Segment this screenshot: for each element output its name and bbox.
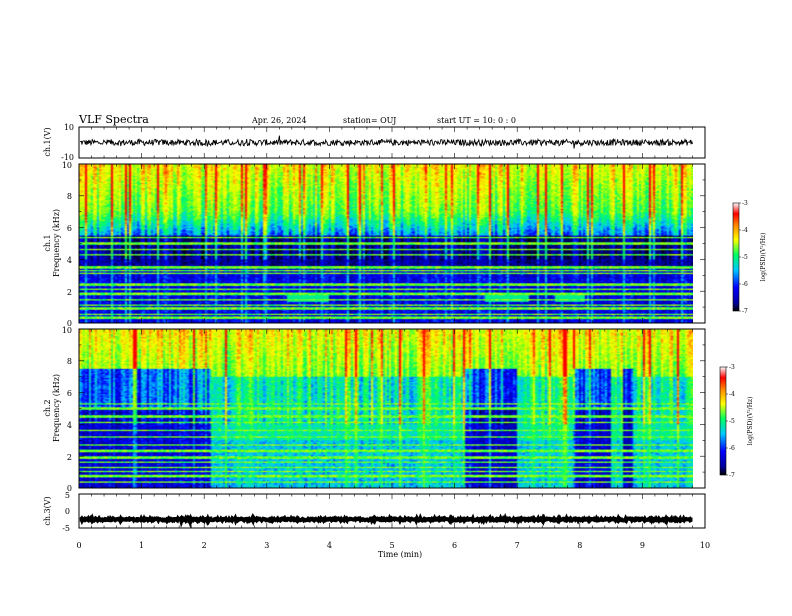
ch1-spec-ylabel-frequency: Frequency (kHz) <box>52 209 61 277</box>
x-tick-4: 4 <box>327 541 332 550</box>
ch2-spectrogram-image <box>79 329 693 488</box>
x-tick-1: 1 <box>139 541 144 550</box>
ch2-spec-ytick-2: 2 <box>67 453 72 462</box>
ch1-spectrogram-panel: 0 2 4 6 8 10 ch.1 Frequency (kHz) -3 -4 … <box>43 161 767 328</box>
ch2-spec-ytick-6: 6 <box>67 389 72 398</box>
ch1-ytick-bottom: -10 <box>61 153 74 162</box>
ch1-ylabel: ch.1(V) <box>43 127 52 156</box>
x-tick-5: 5 <box>389 541 394 550</box>
station-label: station= OUJ <box>343 116 396 125</box>
ch3-x-ticks <box>78 494 706 528</box>
ch1-spec-ytick-2: 2 <box>67 288 72 297</box>
ch3-ytick-m5: -5 <box>62 524 70 533</box>
ch3-ytick-0: 0 <box>65 507 70 516</box>
ch2-spectrogram-ticks <box>78 328 706 489</box>
x-tick-6: 6 <box>452 541 457 550</box>
ch2-spec-ytick-10: 10 <box>62 326 72 335</box>
ch1-spectrogram-ticks <box>78 163 706 324</box>
ch1-spec-ytick-6: 6 <box>67 224 72 233</box>
ch2-colorbar-tick-m7: -7 <box>729 472 735 479</box>
date-label: Apr. 26, 2024 <box>251 116 307 125</box>
x-tick-2: 2 <box>202 541 207 550</box>
ch2-spec-ytick-4: 4 <box>67 421 72 430</box>
x-tick-0: 0 <box>76 541 81 550</box>
ch1-colorbar-label: log(PSD)(V²/Hz) <box>760 233 767 282</box>
ch1-colorbar-ticks <box>739 202 741 312</box>
x-tick-7: 7 <box>515 541 520 550</box>
ch1-x-ticks <box>78 127 706 158</box>
ch3-waveform-trace <box>79 512 693 529</box>
x-tick-3: 3 <box>264 541 269 550</box>
ch3-ylabel: ch.3(V) <box>43 496 52 525</box>
ch3-ytick-5: 5 <box>65 491 70 500</box>
ch2-colorbar-label: log(PSD)(V²/Hz) <box>747 397 754 446</box>
ch1-colorbar <box>732 202 740 312</box>
ch2-colorbar-tick-m6: -6 <box>729 445 735 452</box>
ch1-colorbar-tick-m6: -6 <box>742 281 748 288</box>
ch1-colorbar-tick-m4: -4 <box>742 227 748 234</box>
x-tick-9: 9 <box>640 541 645 550</box>
ch2-colorbar-tick-m5: -5 <box>729 418 735 425</box>
ch2-spec-ylabel-frequency: Frequency (kHz) <box>52 374 61 442</box>
ch1-spec-ylabel-channel: ch.1 <box>43 234 52 251</box>
ch1-waveform-trace <box>79 135 693 149</box>
x-axis-label: Time (min) <box>378 550 422 559</box>
ch1-spec-ytick-4: 4 <box>67 256 72 265</box>
ch2-colorbar-tick-m4: -4 <box>729 391 735 398</box>
ch1-spec-ytick-10: 10 <box>62 161 72 170</box>
ch3-waveform-panel: 5 0 -5 ch.3(V) <box>43 491 706 533</box>
x-axis: 0 1 2 3 4 5 6 7 8 9 10 Time (min) <box>76 541 710 559</box>
ch2-colorbar <box>719 366 727 476</box>
ch1-waveform-panel: 10 -10 ch.1(V) <box>43 123 706 162</box>
ch2-spectrogram-panel: 0 2 4 6 8 10 ch.2 Frequency (kHz) -3 -4 … <box>43 326 754 493</box>
x-tick-8: 8 <box>577 541 582 550</box>
ch3-waveform-frame <box>78 493 706 529</box>
start-ut-label: start UT = 10: 0 : 0 <box>437 116 516 125</box>
ch1-ytick-top: 10 <box>64 123 74 132</box>
x-tick-10: 10 <box>700 541 710 550</box>
ch2-spec-ylabel-channel: ch.2 <box>43 399 52 416</box>
ch1-colorbar-tick-m7: -7 <box>742 308 748 315</box>
ch1-colorbar-tick-m5: -5 <box>742 254 748 261</box>
ch1-spec-ytick-0: 0 <box>67 319 72 328</box>
ch2-colorbar-ticks <box>726 366 728 476</box>
ch2-spec-ytick-0: 0 <box>67 484 72 493</box>
ch2-spec-ytick-8: 8 <box>67 357 72 366</box>
ch1-spec-ytick-8: 8 <box>67 192 72 201</box>
figure-title: VLF Spectra <box>78 113 149 126</box>
ch2-colorbar-tick-m3: -3 <box>729 364 735 371</box>
ch1-spectrogram-image <box>79 164 693 323</box>
ch1-colorbar-tick-m3: -3 <box>742 200 748 207</box>
